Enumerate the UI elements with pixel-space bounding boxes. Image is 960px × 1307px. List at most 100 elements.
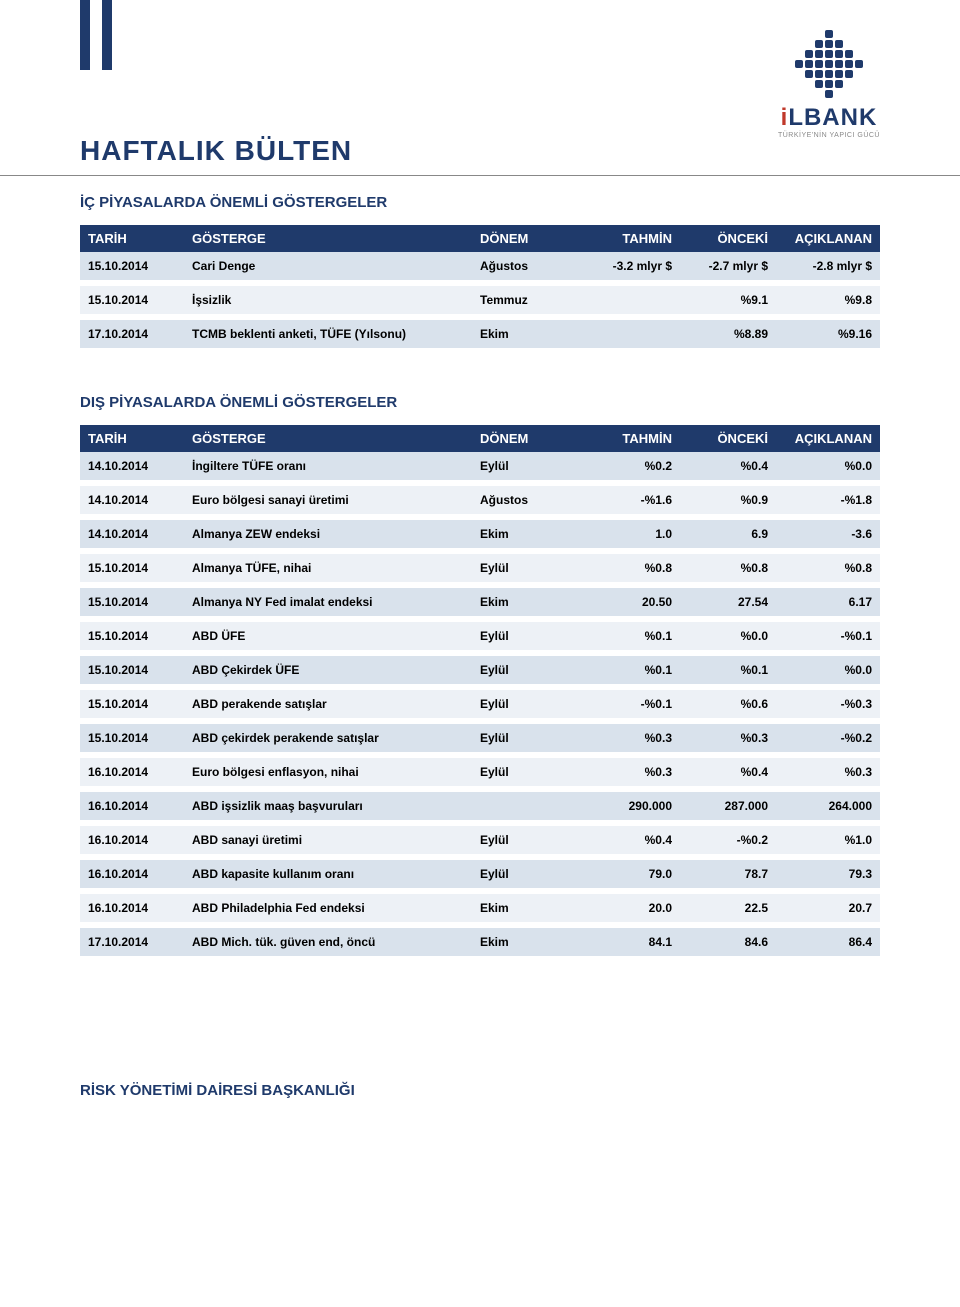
cell-gosterge: Euro bölgesi enflasyon, nihai bbox=[184, 755, 472, 789]
cell-aciklanan: %1.0 bbox=[776, 823, 880, 857]
cell-donem: Ekim bbox=[472, 517, 584, 551]
cell-gosterge: İşsizlik bbox=[184, 283, 472, 317]
cell-aciklanan: -2.8 mlyr $ bbox=[776, 252, 880, 283]
table-row: 15.10.2014Cari DengeAğustos-3.2 mlyr $-2… bbox=[80, 252, 880, 283]
table-row: 14.10.2014Almanya ZEW endeksiEkim1.06.9-… bbox=[80, 517, 880, 551]
cell-tahmin: 290.000 bbox=[584, 789, 680, 823]
decorative-top-bars bbox=[80, 0, 112, 70]
cell-tarih: 16.10.2014 bbox=[80, 789, 184, 823]
table-row: 15.10.2014Almanya NY Fed imalat endeksiE… bbox=[80, 585, 880, 619]
cell-onceki: %0.6 bbox=[680, 687, 776, 721]
table-row: 16.10.2014ABD kapasite kullanım oranıEyl… bbox=[80, 857, 880, 891]
cell-aciklanan: 79.3 bbox=[776, 857, 880, 891]
cell-tarih: 15.10.2014 bbox=[80, 551, 184, 585]
cell-onceki: 6.9 bbox=[680, 517, 776, 551]
cell-tahmin: 79.0 bbox=[584, 857, 680, 891]
cell-onceki: -%0.2 bbox=[680, 823, 776, 857]
cell-onceki: %0.4 bbox=[680, 452, 776, 483]
cell-onceki: %0.9 bbox=[680, 483, 776, 517]
table-row: 16.10.2014Euro bölgesi enflasyon, nihaiE… bbox=[80, 755, 880, 789]
cell-donem: Ekim bbox=[472, 317, 584, 351]
cell-donem: Eylül bbox=[472, 551, 584, 585]
col-tarih: TARİH bbox=[80, 425, 184, 452]
table-row: 17.10.2014TCMB beklenti anketi, TÜFE (Yı… bbox=[80, 317, 880, 351]
cell-tahmin: -%1.6 bbox=[584, 483, 680, 517]
cell-gosterge: ABD işsizlik maaş başvuruları bbox=[184, 789, 472, 823]
cell-gosterge: ABD Çekirdek ÜFE bbox=[184, 653, 472, 687]
cell-onceki: 22.5 bbox=[680, 891, 776, 925]
cell-tahmin: %0.4 bbox=[584, 823, 680, 857]
cell-aciklanan: %0.8 bbox=[776, 551, 880, 585]
page: iLBANK TÜRKİYE'NİN YAPICI GÜCÜ HAFTALIK … bbox=[0, 0, 960, 1159]
cell-tarih: 14.10.2014 bbox=[80, 483, 184, 517]
cell-gosterge: ABD Mich. tük. güven end, öncü bbox=[184, 925, 472, 959]
cell-tahmin: %0.8 bbox=[584, 551, 680, 585]
cell-donem: Ekim bbox=[472, 891, 584, 925]
cell-tarih: 15.10.2014 bbox=[80, 721, 184, 755]
col-donem: DÖNEM bbox=[472, 425, 584, 452]
cell-donem: Eylül bbox=[472, 823, 584, 857]
footer: RİSK YÖNETİMİ DAİRESİ BAŞKANLIĞI bbox=[80, 1082, 880, 1099]
cell-tarih: 15.10.2014 bbox=[80, 585, 184, 619]
cell-gosterge: ABD ÜFE bbox=[184, 619, 472, 653]
cell-aciklanan: 6.17 bbox=[776, 585, 880, 619]
cell-aciklanan: -3.6 bbox=[776, 517, 880, 551]
cell-tarih: 15.10.2014 bbox=[80, 619, 184, 653]
cell-tarih: 15.10.2014 bbox=[80, 283, 184, 317]
table-row: 14.10.2014İngiltere TÜFE oranıEylül%0.2%… bbox=[80, 452, 880, 483]
table-row: 15.10.2014ABD Çekirdek ÜFEEylül%0.1%0.1%… bbox=[80, 653, 880, 687]
cell-onceki: 27.54 bbox=[680, 585, 776, 619]
table-row: 15.10.2014İşsizlikTemmuz%9.1%9.8 bbox=[80, 283, 880, 317]
col-onceki: ÖNCEKİ bbox=[680, 225, 776, 252]
table-domestic-header: TARİH GÖSTERGE DÖNEM TAHMİN ÖNCEKİ AÇIKL… bbox=[80, 225, 880, 252]
cell-gosterge: Almanya ZEW endeksi bbox=[184, 517, 472, 551]
cell-donem: Eylül bbox=[472, 653, 584, 687]
cell-tarih: 17.10.2014 bbox=[80, 317, 184, 351]
cell-aciklanan: %0.0 bbox=[776, 653, 880, 687]
cell-aciklanan: 264.000 bbox=[776, 789, 880, 823]
cell-tahmin: %0.1 bbox=[584, 653, 680, 687]
logo-tagline: TÜRKİYE'NİN YAPICI GÜCÜ bbox=[778, 132, 880, 139]
table-row: 16.10.2014ABD işsizlik maaş başvuruları 2… bbox=[80, 789, 880, 823]
cell-gosterge: Euro bölgesi sanayi üretimi bbox=[184, 483, 472, 517]
cell-aciklanan: -%0.2 bbox=[776, 721, 880, 755]
cell-onceki: %0.8 bbox=[680, 551, 776, 585]
cell-aciklanan: %9.8 bbox=[776, 283, 880, 317]
cell-tahmin: 84.1 bbox=[584, 925, 680, 959]
table-row: 14.10.2014Euro bölgesi sanayi üretimiAğu… bbox=[80, 483, 880, 517]
cell-tahmin: 20.50 bbox=[584, 585, 680, 619]
cell-tahmin bbox=[584, 283, 680, 317]
cell-tahmin: -3.2 mlyr $ bbox=[584, 252, 680, 283]
col-donem: DÖNEM bbox=[472, 225, 584, 252]
section2-title: DIŞ PİYASALARDA ÖNEMLİ GÖSTERGELER bbox=[80, 394, 880, 411]
cell-gosterge: Almanya NY Fed imalat endeksi bbox=[184, 585, 472, 619]
col-tahmin: TAHMİN bbox=[584, 225, 680, 252]
cell-donem: Temmuz bbox=[472, 283, 584, 317]
table-row: 17.10.2014ABD Mich. tük. güven end, öncü… bbox=[80, 925, 880, 959]
cell-tahmin: 20.0 bbox=[584, 891, 680, 925]
col-tarih: TARİH bbox=[80, 225, 184, 252]
cell-donem: Eylül bbox=[472, 755, 584, 789]
cell-onceki: %0.1 bbox=[680, 653, 776, 687]
cell-tarih: 16.10.2014 bbox=[80, 755, 184, 789]
logo: iLBANK TÜRKİYE'NİN YAPICI GÜCÜ bbox=[778, 30, 880, 139]
cell-gosterge: Cari Denge bbox=[184, 252, 472, 283]
table-row: 15.10.2014ABD perakende satışlarEylül-%0… bbox=[80, 687, 880, 721]
cell-donem bbox=[472, 789, 584, 823]
col-onceki: ÖNCEKİ bbox=[680, 425, 776, 452]
cell-onceki: %0.0 bbox=[680, 619, 776, 653]
table-row: 15.10.2014ABD ÜFEEylül%0.1%0.0-%0.1 bbox=[80, 619, 880, 653]
col-aciklanan: AÇIKLANAN bbox=[776, 225, 880, 252]
cell-tarih: 16.10.2014 bbox=[80, 857, 184, 891]
table-row: 15.10.2014Almanya TÜFE, nihaiEylül%0.8%0… bbox=[80, 551, 880, 585]
cell-aciklanan: 86.4 bbox=[776, 925, 880, 959]
col-gosterge: GÖSTERGE bbox=[184, 425, 472, 452]
col-tahmin: TAHMİN bbox=[584, 425, 680, 452]
cell-donem: Eylül bbox=[472, 857, 584, 891]
cell-onceki: -2.7 mlyr $ bbox=[680, 252, 776, 283]
col-gosterge: GÖSTERGE bbox=[184, 225, 472, 252]
cell-tarih: 14.10.2014 bbox=[80, 517, 184, 551]
table-foreign-header: TARİH GÖSTERGE DÖNEM TAHMİN ÖNCEKİ AÇIKL… bbox=[80, 425, 880, 452]
cell-donem: Eylül bbox=[472, 687, 584, 721]
cell-aciklanan: %9.16 bbox=[776, 317, 880, 351]
